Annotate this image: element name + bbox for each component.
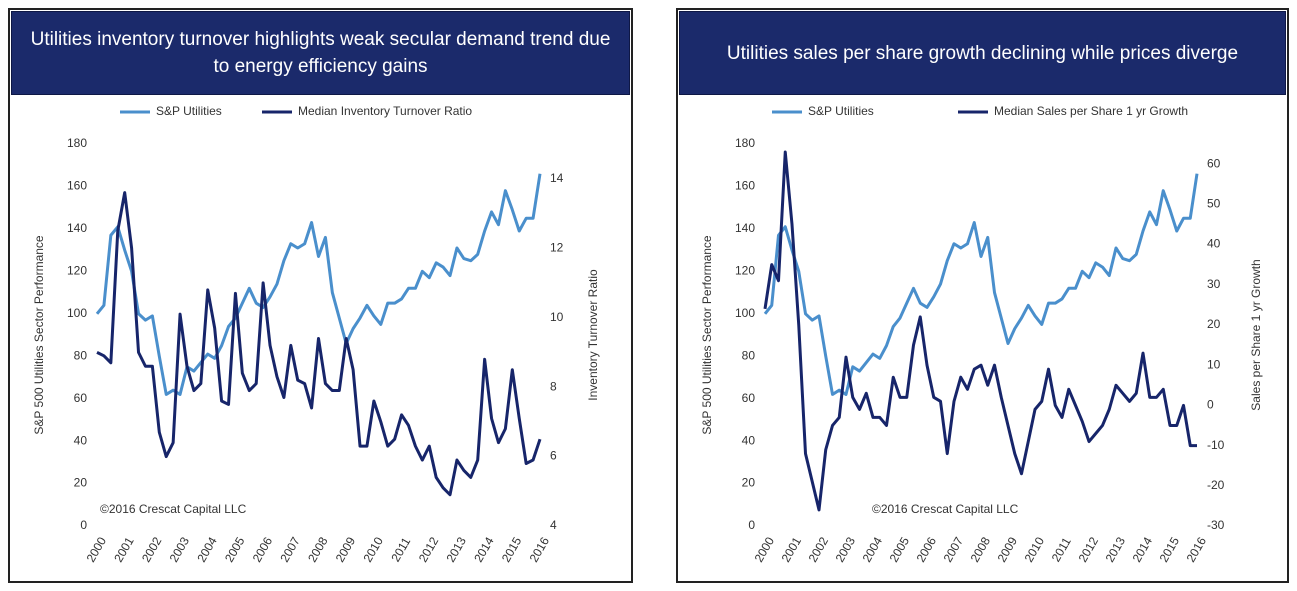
y-tick-label: 100 [735, 306, 755, 320]
legend-label: Median Inventory Turnover Ratio [298, 104, 472, 118]
x-tick-label: 2003 [833, 534, 859, 564]
x-tick-label: 2012 [1076, 534, 1102, 564]
x-tick-label: 2006 [914, 534, 940, 564]
y2-tick-label: 0 [1207, 398, 1214, 412]
annotation: ©2016 Crescat Capital LLC [100, 502, 247, 516]
y-tick-label: 140 [735, 221, 755, 235]
x-tick-label: 2014 [1130, 534, 1156, 564]
y-tick-label: 60 [742, 391, 756, 405]
x-tick-label: 2015 [1157, 534, 1183, 564]
y-tick-label: 20 [742, 476, 756, 490]
y-tick-label: 100 [67, 306, 87, 320]
x-tick-label: 2000 [752, 534, 778, 564]
y2-tick-label: 10 [1207, 357, 1221, 371]
x-tick-label: 2004 [860, 534, 886, 564]
x-tick-label: 2010 [360, 534, 386, 564]
y-axis-title: S&P 500 Utilities Sector Performance [700, 235, 714, 435]
y2-tick-label: -20 [1207, 478, 1225, 492]
y2-tick-label: 4 [550, 518, 557, 532]
y-tick-label: 180 [735, 136, 755, 150]
chart-title: Utilities sales per share growth declini… [679, 11, 1286, 95]
legend-label: Median Sales per Share 1 yr Growth [994, 104, 1188, 118]
y-tick-label: 120 [735, 264, 755, 278]
line-series [763, 150, 1197, 512]
x-tick-label: 2013 [443, 534, 469, 564]
line-series [96, 191, 542, 497]
y2-tick-label: 40 [1207, 237, 1221, 251]
x-tick-label: 2002 [806, 534, 832, 564]
x-tick-label: 2016 [527, 534, 553, 564]
x-tick-label: 2011 [388, 535, 413, 565]
y-tick-label: 160 [735, 179, 755, 193]
x-tick-label: 2011 [1049, 535, 1074, 565]
x-tick-label: 2000 [84, 534, 110, 564]
x-tick-label: 2009 [995, 534, 1021, 564]
y-tick-label: 120 [67, 264, 87, 278]
panel-border [676, 8, 1289, 583]
x-tick-label: 2006 [250, 534, 276, 564]
x-tick-label: 2003 [167, 534, 193, 564]
x-tick-label: 2008 [305, 534, 331, 564]
x-tick-label: 2016 [1184, 534, 1210, 564]
x-tick-label: 2013 [1103, 534, 1129, 564]
x-tick-label: 2007 [941, 534, 967, 564]
y-tick-label: 80 [74, 348, 88, 362]
y2-tick-label: -10 [1207, 438, 1225, 452]
legend-label: S&P Utilities [156, 104, 222, 118]
y-tick-label: 40 [74, 433, 88, 447]
x-tick-label: 2001 [111, 534, 137, 564]
x-tick-label: 2012 [416, 534, 442, 564]
x-tick-label: 2008 [968, 534, 994, 564]
x-tick-label: 2005 [222, 534, 248, 564]
y-tick-label: 60 [74, 391, 88, 405]
y-tick-label: 80 [742, 348, 756, 362]
x-tick-label: 2005 [887, 534, 913, 564]
x-tick-label: 2014 [471, 534, 497, 564]
line-series [95, 173, 542, 396]
x-tick-label: 2001 [779, 534, 805, 564]
x-tick-label: 2002 [139, 534, 165, 564]
legend-label: S&P Utilities [808, 104, 874, 118]
y-tick-label: 20 [74, 476, 88, 490]
x-tick-label: 2015 [499, 534, 525, 564]
x-tick-label: 2010 [1022, 534, 1048, 564]
x-tick-label: 2007 [277, 534, 303, 564]
annotation: ©2016 Crescat Capital LLC [872, 502, 1019, 516]
y2-tick-label: 20 [1207, 317, 1221, 331]
y-tick-label: 0 [748, 518, 755, 532]
line-series [763, 173, 1199, 396]
chart-title: Utilities inventory turnover highlights … [11, 11, 630, 95]
y2-axis-title: Inventory Turnover Ratio [586, 269, 600, 401]
y-tick-label: 0 [80, 518, 87, 532]
y2-tick-label: 6 [550, 449, 557, 463]
y-tick-label: 140 [67, 221, 87, 235]
y2-tick-label: 60 [1207, 156, 1221, 170]
y2-tick-label: 10 [550, 310, 564, 324]
y-axis-title: S&P 500 Utilities Sector Performance [32, 235, 46, 435]
x-tick-label: 2004 [194, 534, 220, 564]
y2-tick-label: -30 [1207, 518, 1225, 532]
y2-tick-label: 14 [550, 171, 564, 185]
x-tick-label: 2009 [333, 534, 359, 564]
y-tick-label: 40 [742, 433, 756, 447]
panel-border [8, 8, 633, 583]
y2-axis-title: Sales per Share 1 yr Growth [1249, 259, 1263, 410]
y2-tick-label: 8 [550, 379, 557, 393]
y-tick-label: 160 [67, 179, 87, 193]
y2-tick-label: 30 [1207, 277, 1221, 291]
y2-tick-label: 12 [550, 240, 564, 254]
y2-tick-label: 50 [1207, 196, 1221, 210]
y-tick-label: 180 [67, 136, 87, 150]
